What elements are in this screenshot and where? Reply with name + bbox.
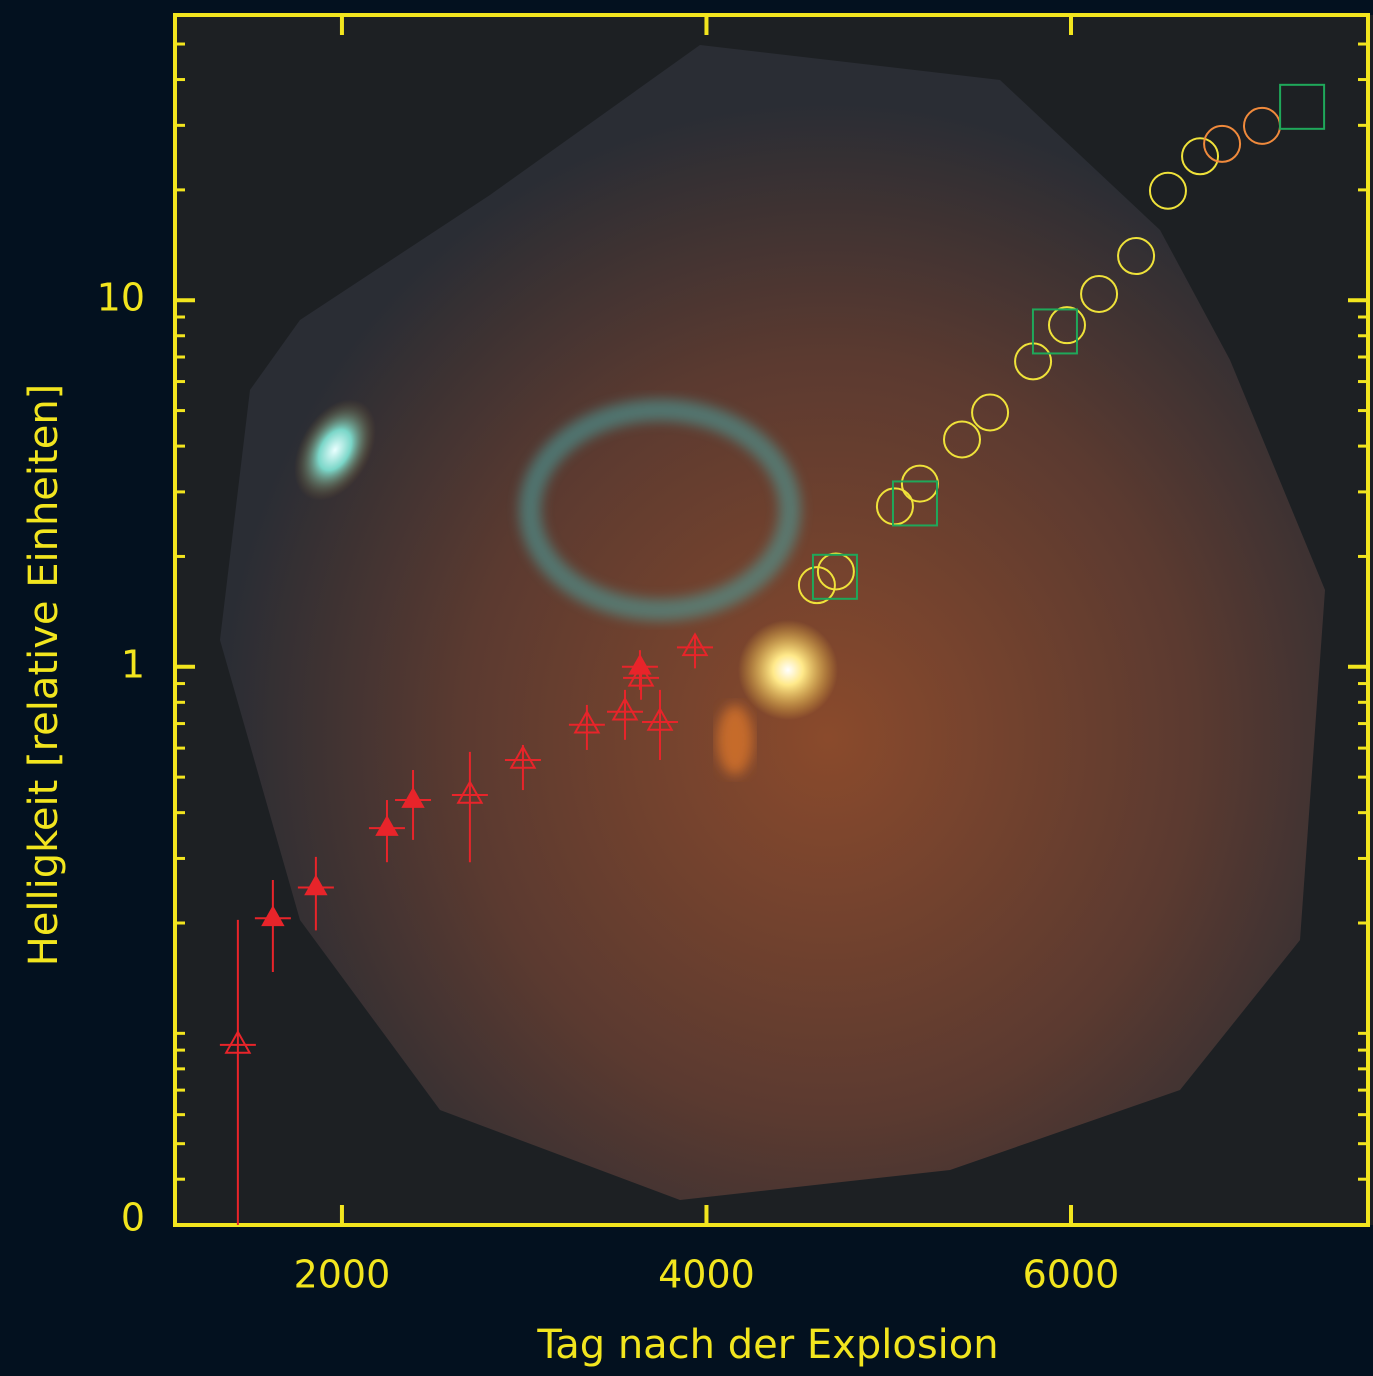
chart: Tag nach der Explosion Helligkeit [relat…: [0, 0, 1373, 1376]
x-tick-label: 4000: [658, 1253, 755, 1297]
background-image: [717, 705, 753, 775]
x-tick-label: 6000: [1023, 1253, 1120, 1297]
y-tick-label: 10: [97, 276, 145, 320]
x-tick-label: 2000: [294, 1253, 391, 1297]
y-tick-label: 0: [121, 1196, 145, 1240]
y-axis-label: Helligkeit [relative Einheiten]: [21, 384, 67, 967]
y-tick-label: 1: [121, 642, 145, 686]
background-image: [738, 620, 838, 720]
x-axis-label: Tag nach der Explosion: [536, 1322, 998, 1368]
